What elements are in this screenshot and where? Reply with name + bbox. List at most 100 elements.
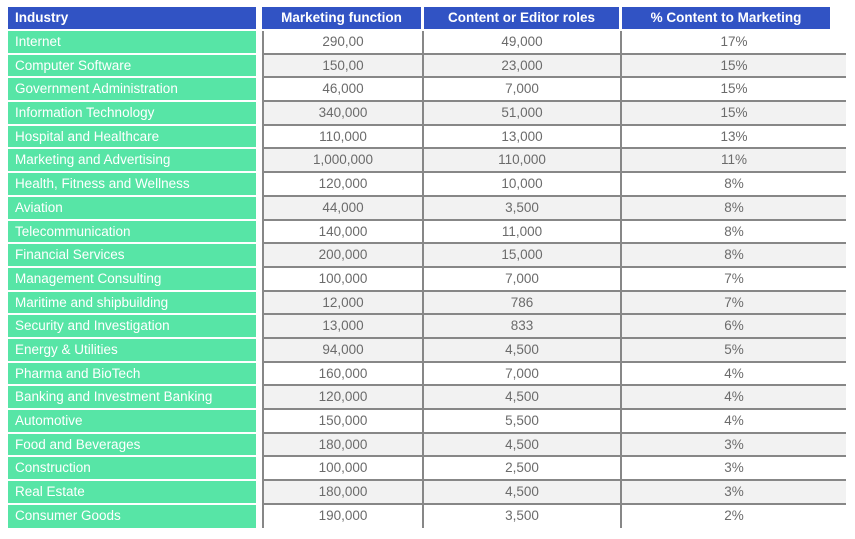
table-row: Computer Software 150,00 23,000 15% (8, 54, 846, 79)
pct-content-to-marketing-cell: 15% (622, 102, 846, 126)
marketing-function-cell: 180,000 (262, 481, 424, 505)
header-marketing-function: Marketing function (262, 7, 424, 29)
content-editor-roles-cell: 15,000 (424, 244, 622, 268)
marketing-function-cell: 340,000 (262, 102, 424, 126)
marketing-function-cell: 110,000 (262, 125, 424, 150)
pct-content-to-marketing-cell: 5% (622, 338, 846, 363)
content-editor-roles-cell: 10,000 (424, 173, 622, 197)
pct-content-to-marketing-cell: 13% (622, 125, 846, 150)
content-editor-roles-cell: 49,000 (424, 31, 622, 55)
table-row: Information Technology 340,000 51,000 15% (8, 102, 846, 126)
industry-cell: Information Technology (8, 102, 256, 126)
content-editor-roles-cell: 786 (424, 291, 622, 316)
content-editor-roles-cell: 3,500 (424, 196, 622, 221)
marketing-function-cell: 12,000 (262, 291, 424, 316)
content-editor-roles-cell: 7,000 (424, 362, 622, 387)
pct-content-to-marketing-cell: 7% (622, 291, 846, 316)
table-row: Financial Services 200,000 15,000 8% (8, 244, 846, 268)
industry-cell: Banking and Investment Banking (8, 386, 256, 410)
content-editor-roles-cell: 3,500 (424, 504, 622, 529)
content-editor-roles-cell: 833 (424, 315, 622, 339)
content-editor-roles-cell: 2,500 (424, 457, 622, 482)
industry-cell: Food and Beverages (8, 433, 256, 458)
table-row: Banking and Investment Banking 120,000 4,5… (8, 386, 846, 410)
table-row: Real Estate 180,000 4,500 3% (8, 481, 846, 505)
marketing-function-cell: 180,000 (262, 433, 424, 458)
industry-cell: Real Estate (8, 481, 256, 505)
header-pct-content-to-marketing-label: % Content to Marketing (622, 7, 830, 29)
industry-cell: Health, Fitness and Wellness (8, 173, 256, 197)
marketing-function-cell: 190,000 (262, 504, 424, 529)
pct-content-to-marketing-cell: 6% (622, 315, 846, 339)
marketing-function-cell: 290,00 (262, 31, 424, 55)
content-editor-roles-cell: 4,500 (424, 338, 622, 363)
content-editor-roles-cell: 5,500 (424, 410, 622, 434)
industry-cell: Energy & Utilities (8, 338, 256, 363)
pct-content-to-marketing-cell: 8% (622, 244, 846, 268)
marketing-function-cell: 160,000 (262, 362, 424, 387)
industry-cell: Computer Software (8, 54, 256, 79)
pct-content-to-marketing-cell: 8% (622, 196, 846, 221)
marketing-function-cell: 120,000 (262, 173, 424, 197)
marketing-function-cell: 94,000 (262, 338, 424, 363)
industry-cell: Pharma and BioTech (8, 362, 256, 387)
industry-cell: Hospital and Healthcare (8, 125, 256, 150)
table-row: Management Consulting 100,000 7,000 7% (8, 267, 846, 292)
table-row: Food and Beverages 180,000 4,500 3% (8, 433, 846, 458)
marketing-function-cell: 200,000 (262, 244, 424, 268)
marketing-function-cell: 120,000 (262, 386, 424, 410)
table-row: Government Administration 46,000 7,000 15% (8, 78, 846, 103)
pct-content-to-marketing-cell: 3% (622, 457, 846, 482)
marketing-function-cell: 140,000 (262, 220, 424, 245)
header-content-editor-roles: Content or Editor roles (424, 7, 622, 29)
industry-cell: Marketing and Advertising (8, 149, 256, 174)
table-row: Aviation 44,000 3,500 8% (8, 196, 846, 221)
pct-content-to-marketing-cell: 4% (622, 386, 846, 410)
table-row: Pharma and BioTech 160,000 7,000 4% (8, 362, 846, 387)
table-row: Maritime and shipbuilding 12,000 786 7% (8, 291, 846, 316)
content-editor-roles-cell: 7,000 (424, 78, 622, 103)
pct-content-to-marketing-cell: 3% (622, 433, 846, 458)
marketing-function-cell: 150,000 (262, 410, 424, 434)
industry-cell: Aviation (8, 196, 256, 221)
pct-content-to-marketing-cell: 4% (622, 410, 846, 434)
pct-content-to-marketing-cell: 17% (622, 31, 846, 55)
content-editor-roles-cell: 4,500 (424, 481, 622, 505)
marketing-function-cell: 44,000 (262, 196, 424, 221)
content-editor-roles-cell: 51,000 (424, 102, 622, 126)
table-row: Hospital and Healthcare 110,000 13,000 13% (8, 125, 846, 150)
industry-content-marketing-table: Industry Marketing function Content or E… (8, 7, 846, 529)
table-row: Consumer Goods 190,000 3,500 2% (8, 504, 846, 529)
table-row: Construction 100,000 2,500 3% (8, 457, 846, 482)
marketing-function-cell: 150,00 (262, 54, 424, 79)
industry-cell: Management Consulting (8, 267, 256, 292)
table-header-row: Industry Marketing function Content or E… (8, 7, 846, 29)
pct-content-to-marketing-cell: 15% (622, 54, 846, 79)
pct-content-to-marketing-cell: 11% (622, 149, 846, 174)
header-pct-content-to-marketing: % Content to Marketing (622, 7, 846, 29)
content-editor-roles-cell: 4,500 (424, 433, 622, 458)
marketing-function-cell: 1,000,000 (262, 149, 424, 174)
marketing-function-cell: 100,000 (262, 457, 424, 482)
table-row: Automotive 150,000 5,500 4% (8, 410, 846, 434)
content-editor-roles-cell: 7,000 (424, 267, 622, 292)
pct-content-to-marketing-cell: 3% (622, 481, 846, 505)
marketing-function-cell: 46,000 (262, 78, 424, 103)
industry-cell: Internet (8, 31, 256, 55)
pct-content-to-marketing-cell: 2% (622, 504, 846, 529)
content-editor-roles-cell: 13,000 (424, 125, 622, 150)
industry-cell: Automotive (8, 410, 256, 434)
content-editor-roles-cell: 23,000 (424, 54, 622, 79)
table-row: Security and Investigation 13,000 833 6% (8, 315, 846, 339)
pct-content-to-marketing-cell: 8% (622, 173, 846, 197)
table-row: Health, Fitness and Wellness 120,000 10,00… (8, 173, 846, 197)
content-editor-roles-cell: 4,500 (424, 386, 622, 410)
content-editor-roles-cell: 11,000 (424, 220, 622, 245)
content-editor-roles-cell: 110,000 (424, 149, 622, 174)
industry-cell: Construction (8, 457, 256, 482)
industry-cell: Financial Services (8, 244, 256, 268)
pct-content-to-marketing-cell: 7% (622, 267, 846, 292)
industry-cell: Security and Investigation (8, 315, 256, 339)
pct-content-to-marketing-cell: 4% (622, 362, 846, 387)
table-body: Internet 290,00 49,000 17% Computer Software… (8, 31, 846, 529)
